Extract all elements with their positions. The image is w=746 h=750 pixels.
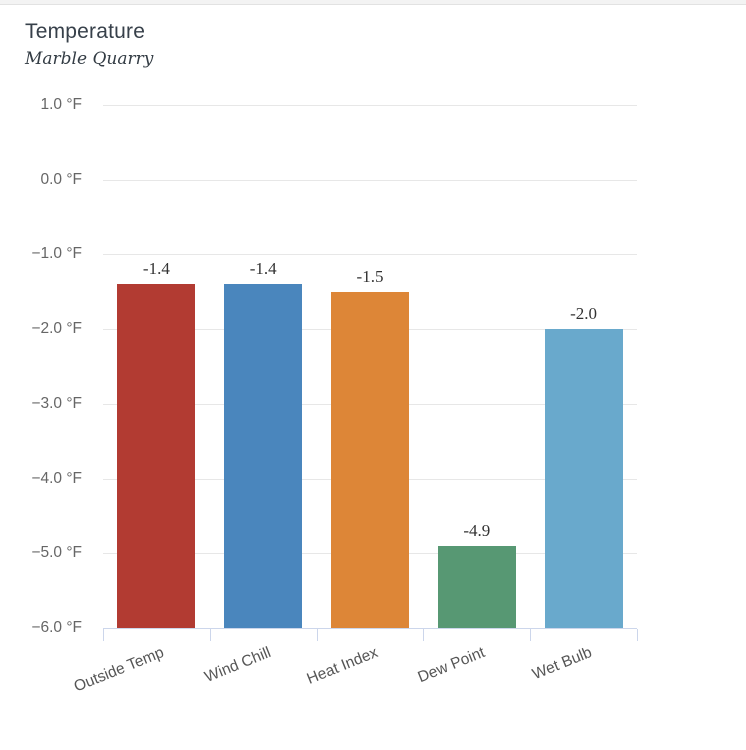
y-axis-label: −5.0 °F	[31, 544, 82, 562]
bar-wet-bulb[interactable]	[544, 329, 623, 628]
x-axis-tick	[316, 629, 318, 641]
gridline	[103, 105, 637, 106]
card-top-divider	[0, 0, 746, 5]
bar-heat-index[interactable]	[331, 291, 409, 628]
y-axis-label: 1.0 °F	[40, 96, 82, 113]
bar-outside-temp[interactable]	[117, 284, 196, 628]
chart-subtitle: Marble Quarry	[25, 49, 154, 69]
y-axis-label: −6.0 °F	[31, 619, 82, 636]
bar-value-label: -2.0	[570, 304, 598, 324]
bar-value-label: -4.9	[463, 520, 491, 540]
x-axis-tick	[423, 629, 425, 641]
x-axis-line	[103, 628, 637, 629]
x-axis-tick	[530, 629, 532, 641]
gridline	[103, 254, 637, 256]
y-axis-label: 0.0 °F	[40, 170, 82, 188]
y-axis-label: −1.0 °F	[31, 245, 82, 263]
chart-title: Temperature	[25, 20, 146, 43]
bar-value-label: -1.4	[249, 259, 277, 279]
bar-value-label: -1.4	[142, 259, 170, 279]
bar-dew-point[interactable]	[437, 545, 516, 628]
y-axis-label: −2.0 °F	[31, 320, 82, 338]
x-axis-tick	[209, 629, 211, 641]
gridline	[103, 179, 637, 181]
bar-wind-chill[interactable]	[224, 284, 303, 628]
x-axis-tick	[103, 629, 104, 641]
y-axis-label: −3.0 °F	[31, 394, 82, 412]
y-axis-label: −4.0 °F	[31, 469, 82, 487]
bar-value-label: -1.5	[356, 266, 384, 286]
x-axis-tick	[637, 629, 638, 641]
